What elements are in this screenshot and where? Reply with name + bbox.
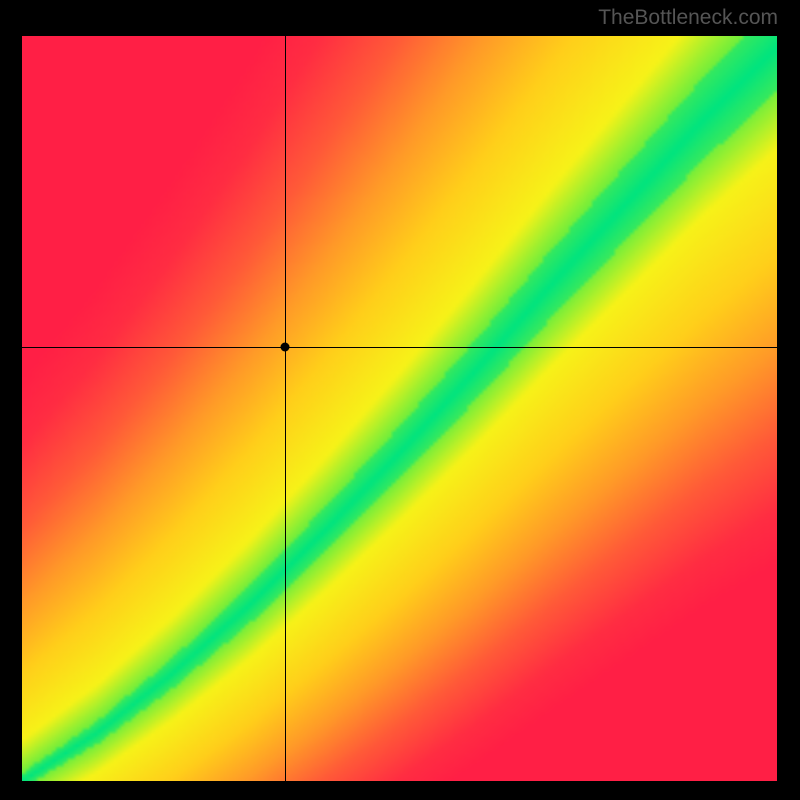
heatmap-canvas bbox=[22, 36, 777, 781]
chart-container: TheBottleneck.com bbox=[0, 0, 800, 800]
crosshair-vertical bbox=[285, 36, 286, 781]
plot-area bbox=[22, 36, 777, 781]
watermark-text: TheBottleneck.com bbox=[598, 6, 778, 30]
crosshair-horizontal bbox=[22, 347, 777, 348]
crosshair-marker bbox=[280, 343, 289, 352]
